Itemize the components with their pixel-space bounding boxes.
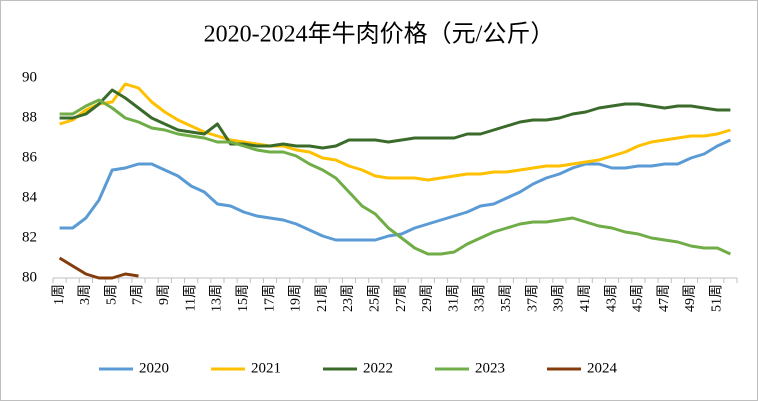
y-tick-label: 86 bbox=[22, 149, 38, 165]
x-tick-label: 33周 bbox=[473, 284, 488, 312]
x-tick-label: 17周 bbox=[262, 284, 277, 312]
x-tick-label: 15周 bbox=[236, 284, 251, 312]
x-tick-label: 1周 bbox=[52, 284, 67, 305]
x-tick-label: 37周 bbox=[525, 284, 540, 312]
series-line bbox=[59, 88, 731, 150]
series-line bbox=[59, 82, 731, 182]
y-tick-label: 90 bbox=[22, 69, 37, 85]
y-tick-label: 80 bbox=[22, 269, 37, 285]
y-tick-label: 84 bbox=[22, 189, 38, 205]
x-tick-label: 3周 bbox=[78, 284, 93, 305]
series-line bbox=[59, 138, 732, 242]
x-tick-label: 7周 bbox=[131, 284, 146, 305]
x-tick-label: 35周 bbox=[499, 284, 514, 312]
x-tick-label: 5周 bbox=[104, 284, 119, 305]
x-tick-label: 39周 bbox=[552, 284, 567, 312]
x-tick-label: 11周 bbox=[183, 284, 198, 311]
x-tick-label: 45周 bbox=[631, 284, 646, 312]
x-tick-label: 9周 bbox=[157, 284, 172, 305]
y-tick-label: 82 bbox=[22, 229, 37, 245]
x-tick-label: 19周 bbox=[289, 284, 304, 312]
x-tick-label: 21周 bbox=[315, 284, 330, 312]
x-tick-label: 51周 bbox=[709, 284, 724, 312]
x-tick-label: 13周 bbox=[210, 284, 225, 312]
x-tick-label: 41周 bbox=[578, 284, 593, 312]
x-tick-label: 47周 bbox=[657, 284, 672, 312]
chart-title: 2020-2024年牛肉价格（元/公斤） bbox=[204, 21, 555, 48]
series-line bbox=[59, 98, 732, 256]
x-tick-label: 49周 bbox=[683, 284, 698, 312]
legend-label: 2024 bbox=[587, 360, 618, 376]
x-tick-label: 25周 bbox=[367, 284, 382, 312]
x-tick-label: 31周 bbox=[446, 284, 461, 312]
legend-label: 2020 bbox=[139, 360, 169, 376]
legend-label: 2022 bbox=[363, 360, 393, 376]
legend-label: 2021 bbox=[251, 360, 281, 376]
legend-label: 2023 bbox=[475, 360, 505, 376]
series-line bbox=[58, 256, 139, 280]
x-tick-label: 23周 bbox=[341, 284, 356, 312]
x-tick-label: 29周 bbox=[420, 284, 435, 312]
x-tick-label: 43周 bbox=[604, 284, 619, 312]
y-tick-label: 88 bbox=[22, 109, 37, 125]
x-tick-label: 27周 bbox=[394, 284, 409, 312]
